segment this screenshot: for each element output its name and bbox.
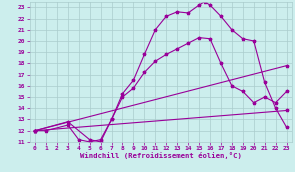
- X-axis label: Windchill (Refroidissement éolien,°C): Windchill (Refroidissement éolien,°C): [80, 152, 242, 159]
